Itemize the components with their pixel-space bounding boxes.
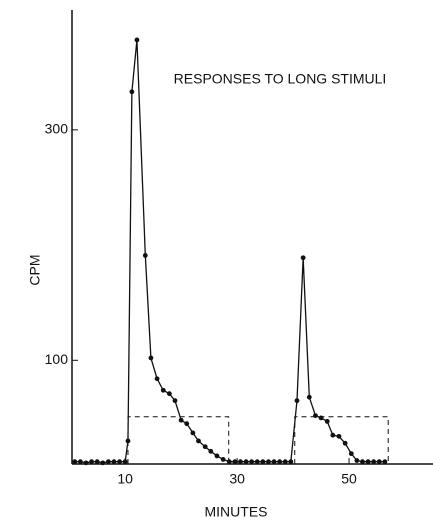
data-point [238,459,243,465]
data-point [288,459,294,465]
data-point [318,415,324,421]
data-point [306,394,312,400]
data-point [154,376,160,382]
data-point [148,355,154,361]
data-point [330,432,336,438]
data-point [117,459,122,465]
data-point [226,459,232,465]
data-point [271,459,277,465]
data-point [125,438,131,444]
data-point [382,459,388,465]
data-point [196,438,201,444]
data-point [277,459,283,465]
data-point [111,459,117,465]
data-point [89,459,94,465]
data-point [94,459,100,465]
data-point [105,459,111,465]
data-point [243,459,249,465]
data-point [178,417,184,423]
data-point [184,421,190,427]
data-point [100,460,106,466]
data-point [313,413,318,419]
data-point [376,459,382,465]
data-point [166,391,172,397]
data-point [260,459,266,465]
data-point [172,398,178,404]
data-point [342,440,348,446]
data-point [77,459,83,465]
data-point [134,37,140,43]
data-point [72,459,78,465]
data-point [365,459,371,465]
y-axis-label: CPM [27,254,43,285]
stimulus-box [127,416,230,464]
data-point [202,444,208,450]
data-point [336,433,342,439]
data-point [122,459,128,465]
data-point [354,458,360,463]
data-point [360,459,365,465]
x-tick-label: 10 [117,471,133,487]
data-point [254,459,260,465]
x-tick-label: 50 [341,471,357,487]
y-tick-label: 300 [45,121,69,137]
data-point [249,459,255,465]
stimulus-box [294,416,389,464]
x-tick-label: 30 [229,471,245,487]
data-point [160,387,166,393]
data-point [324,418,330,424]
data-point [214,453,220,459]
data-point [282,459,288,465]
data-point [300,255,306,261]
data-point [232,459,238,465]
data-point [208,448,214,454]
data-point [220,456,226,462]
chart-title: RESPONSES TO LONG STIMULI [174,71,387,87]
data-point [83,460,89,466]
data-point [294,398,300,404]
data-point [371,459,377,465]
data-line [74,39,385,464]
data-point [190,430,196,436]
data-point [348,451,354,457]
x-axis-label: MINUTES [205,504,268,520]
y-tick-label: 100 [45,351,69,367]
data-point [129,89,135,95]
data-point [142,253,148,258]
data-point [266,459,271,465]
